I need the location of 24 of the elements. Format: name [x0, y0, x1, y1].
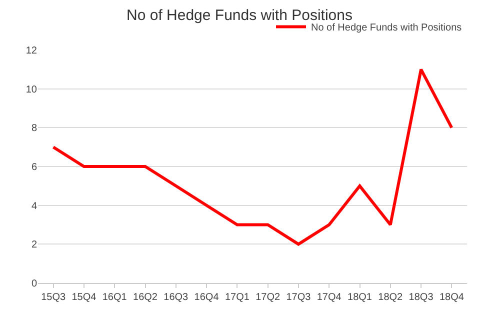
y-tick-label: 6 [31, 162, 38, 173]
x-tick-label: 17Q4 [316, 292, 342, 303]
y-tick-label: 10 [26, 84, 38, 96]
line-series [52, 68, 454, 246]
x-tick-label: 16Q4 [194, 292, 220, 303]
x-tick-label: 18Q3 [408, 292, 434, 303]
y-tick-label: 0 [31, 278, 38, 290]
y-tick-label: 2 [31, 240, 38, 251]
x-tick-label: 15Q3 [41, 292, 66, 303]
x-tick-label: 17Q1 [224, 292, 250, 303]
y-tick-label: 8 [31, 123, 38, 134]
y-tick-label: 4 [31, 200, 38, 212]
x-tick-label: 15Q4 [72, 292, 97, 303]
y-tick-label: 12 [26, 46, 38, 56]
legend-label: No of Hedge Funds with Positions [311, 22, 462, 34]
x-tick-label: 18Q1 [348, 292, 372, 303]
x-tick-label: 16Q1 [102, 292, 128, 303]
x-tick-label: 18Q4 [439, 292, 464, 303]
x-tick-label: 17Q3 [286, 292, 312, 303]
x-tick-label: 16Q2 [133, 292, 158, 303]
chart-title: No of Hedge Funds with Positions [126, 6, 352, 24]
x-tick-label: 18Q2 [378, 292, 404, 303]
x-tick-label: 16Q3 [164, 292, 189, 303]
x-tick-label: 17Q2 [256, 292, 280, 303]
